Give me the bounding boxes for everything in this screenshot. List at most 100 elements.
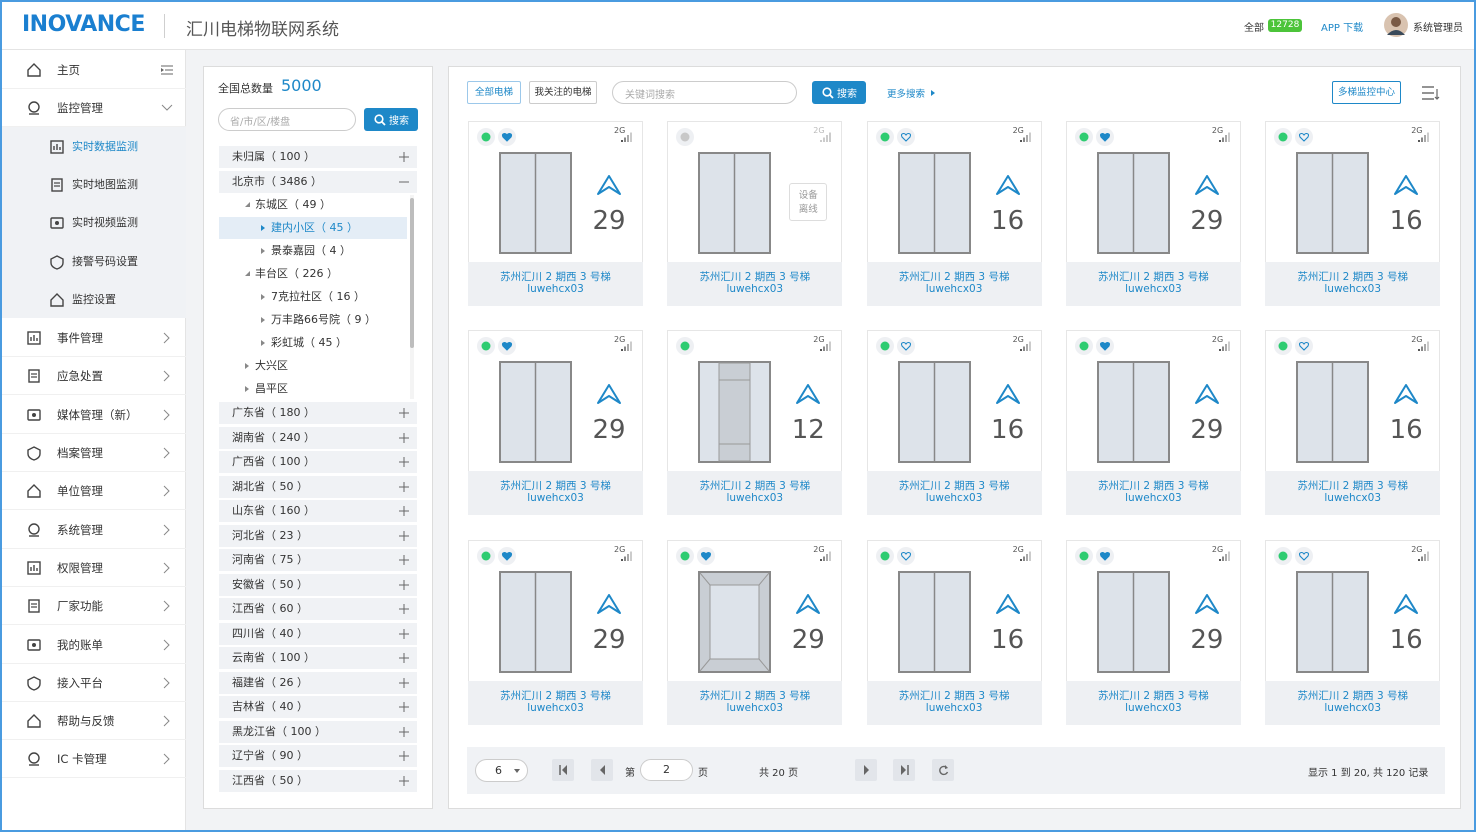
menu-row[interactable] [2,319,186,358]
tree-label[interactable]: 大兴区 [255,358,288,372]
tree-caret[interactable] [261,247,267,254]
menu-label[interactable]: 档案管理 [57,446,103,460]
tree-label[interactable]: 黑龙江省（ 100 ） [232,724,326,738]
tree-caret[interactable] [261,224,267,231]
tree-label[interactable]: 江西省（ 50 ） [232,773,308,787]
tree-label[interactable]: 吉林省（ 40 ） [232,700,308,713]
tree-row[interactable] [219,696,417,718]
elevator-card[interactable]: 苏州汇川 2 期西 3 号梯 luwehcx03 2G 16 [1265,121,1441,306]
view-toggle[interactable] [1422,85,1440,101]
expand-toggle[interactable] [399,628,409,639]
menu-label[interactable]: 媒体管理（新） [57,407,138,422]
submenu-label[interactable]: 接警号码设置 [72,254,138,268]
favorite-on[interactable] [498,546,516,565]
menu-row[interactable] [2,472,186,511]
favorite-on[interactable] [1095,337,1114,356]
tree-row[interactable] [219,451,417,473]
tree-row[interactable] [219,769,417,792]
submenu-label[interactable]: 监控设置 [72,292,116,306]
favorite-on[interactable] [498,128,516,146]
favorite-off[interactable] [896,546,915,565]
tree-label[interactable]: 广西省（ 100 ） [232,455,315,468]
next-page[interactable] [855,759,877,781]
favorite-on[interactable] [697,546,716,565]
menu-label[interactable]: IC 卡管理 [57,752,107,767]
menu-row[interactable] [2,89,186,128]
user-name[interactable]: 系统管理员 [1413,23,1463,34]
menu-row[interactable] [2,511,186,549]
refresh[interactable] [932,759,954,781]
favorite-on[interactable] [1095,128,1114,146]
menu-row[interactable] [2,740,186,779]
menu-label[interactable]: 厂家功能 [57,599,103,614]
prev-page[interactable] [591,759,613,781]
menu-row[interactable] [2,51,186,89]
menu-label[interactable]: 帮助与反馈 [57,714,115,729]
expand-toggle[interactable] [399,506,409,516]
tree-caret[interactable] [261,293,267,300]
tree-row[interactable] [219,402,417,424]
tree-caret[interactable] [261,339,267,346]
menu-row[interactable] [2,664,186,702]
menu-label[interactable]: 主页 [57,63,80,77]
elevator-card[interactable]: 苏州汇川 2 期西 3 号梯 luwehcx03 2G 29 [468,121,643,306]
tree-label[interactable]: 7克拉社区（ 16 ） [271,289,365,303]
tree-caret[interactable] [245,270,251,277]
expand-toggle[interactable] [399,481,409,492]
expand-toggle[interactable] [399,408,409,418]
favorite-off[interactable] [896,128,915,146]
expand-toggle[interactable] [399,457,409,467]
tree-row[interactable] [219,720,417,743]
menu-label[interactable]: 单位管理 [57,484,103,499]
tree-label[interactable]: 未归属（ 100 ） [232,150,315,163]
tree-caret[interactable] [245,362,251,369]
first-page[interactable] [552,759,574,781]
app-download[interactable]: APP 下载 [1321,23,1364,34]
submenu-label[interactable]: 实时视频监测 [72,216,138,230]
menu-label[interactable]: 我的账单 [57,637,103,652]
elevator-card[interactable]: 苏州汇川 2 期西 3 号梯 luwehcx03 2G 29 [1065,330,1241,516]
avatar[interactable] [1384,13,1408,37]
expand-toggle[interactable] [399,432,409,443]
tree-caret[interactable] [261,316,267,323]
menu-row[interactable] [2,357,186,396]
expand-toggle[interactable] [399,751,409,761]
tree-row[interactable] [219,745,417,767]
tree-label[interactable]: 湖南省（ 240 ） [232,430,315,444]
favorite-off[interactable] [1295,546,1314,565]
favorite-off[interactable] [1295,337,1314,356]
menu-row[interactable] [2,626,186,664]
tree-label[interactable]: 万丰路66号院（ 9 ） [271,312,376,326]
tree-row[interactable] [219,671,417,694]
tree-row[interactable] [219,170,417,193]
tree-label[interactable]: 云南省（ 100 ） [232,651,315,664]
tree-label[interactable]: 景泰嘉园（ 4 ） [271,243,351,257]
elevator-card[interactable]: 苏州汇川 2 期西 3 号梯 luwehcx03 2G 29 [667,539,843,725]
elevator-card[interactable]: 苏州汇川 2 期西 3 号梯 luwehcx03 2G 16 [866,330,1042,516]
tree-search-input[interactable]: 省/市/区/楼盘 [218,108,356,131]
menu-row[interactable] [2,396,186,434]
tree-caret[interactable] [245,385,251,392]
tree-label[interactable]: 河南省（ 75 ） [232,553,308,566]
submenu-label[interactable]: 实时数据监测 [72,139,138,153]
elevator-card[interactable]: 苏州汇川 2 期西 3 号梯 luwehcx03 2G 29 [1065,539,1241,725]
elevator-card[interactable]: 苏州汇川 2 期西 3 号梯 luwehcx03 2G 16 [1265,330,1441,516]
expand-toggle[interactable] [399,775,409,786]
keyword-search-input[interactable]: 关键词搜索 [612,81,797,104]
last-page[interactable] [893,759,915,781]
menu-label[interactable]: 接入平台 [57,675,103,690]
tree-label[interactable]: 昌平区 [255,381,288,395]
expand-toggle[interactable] [399,579,409,590]
tree-row[interactable] [219,475,417,498]
page-input[interactable]: 2 [640,759,693,781]
collapse-toggle[interactable] [399,177,409,187]
tree-label[interactable]: 江西省（ 60 ） [232,602,308,615]
favorite-on[interactable] [1095,546,1114,565]
tree-label[interactable]: 丰台区（ 226 ） [255,266,338,280]
more-search-link[interactable]: 更多搜索 [887,89,926,100]
favorite-off[interactable] [1295,128,1314,146]
elevator-card[interactable]: 苏州汇川 2 期西 3 号梯 luwehcx03 2G 29 [468,330,643,516]
menu-label[interactable]: 权限管理 [57,560,103,575]
expand-toggle[interactable] [399,152,409,162]
tree-label[interactable]: 山东省（ 160 ） [232,504,315,517]
